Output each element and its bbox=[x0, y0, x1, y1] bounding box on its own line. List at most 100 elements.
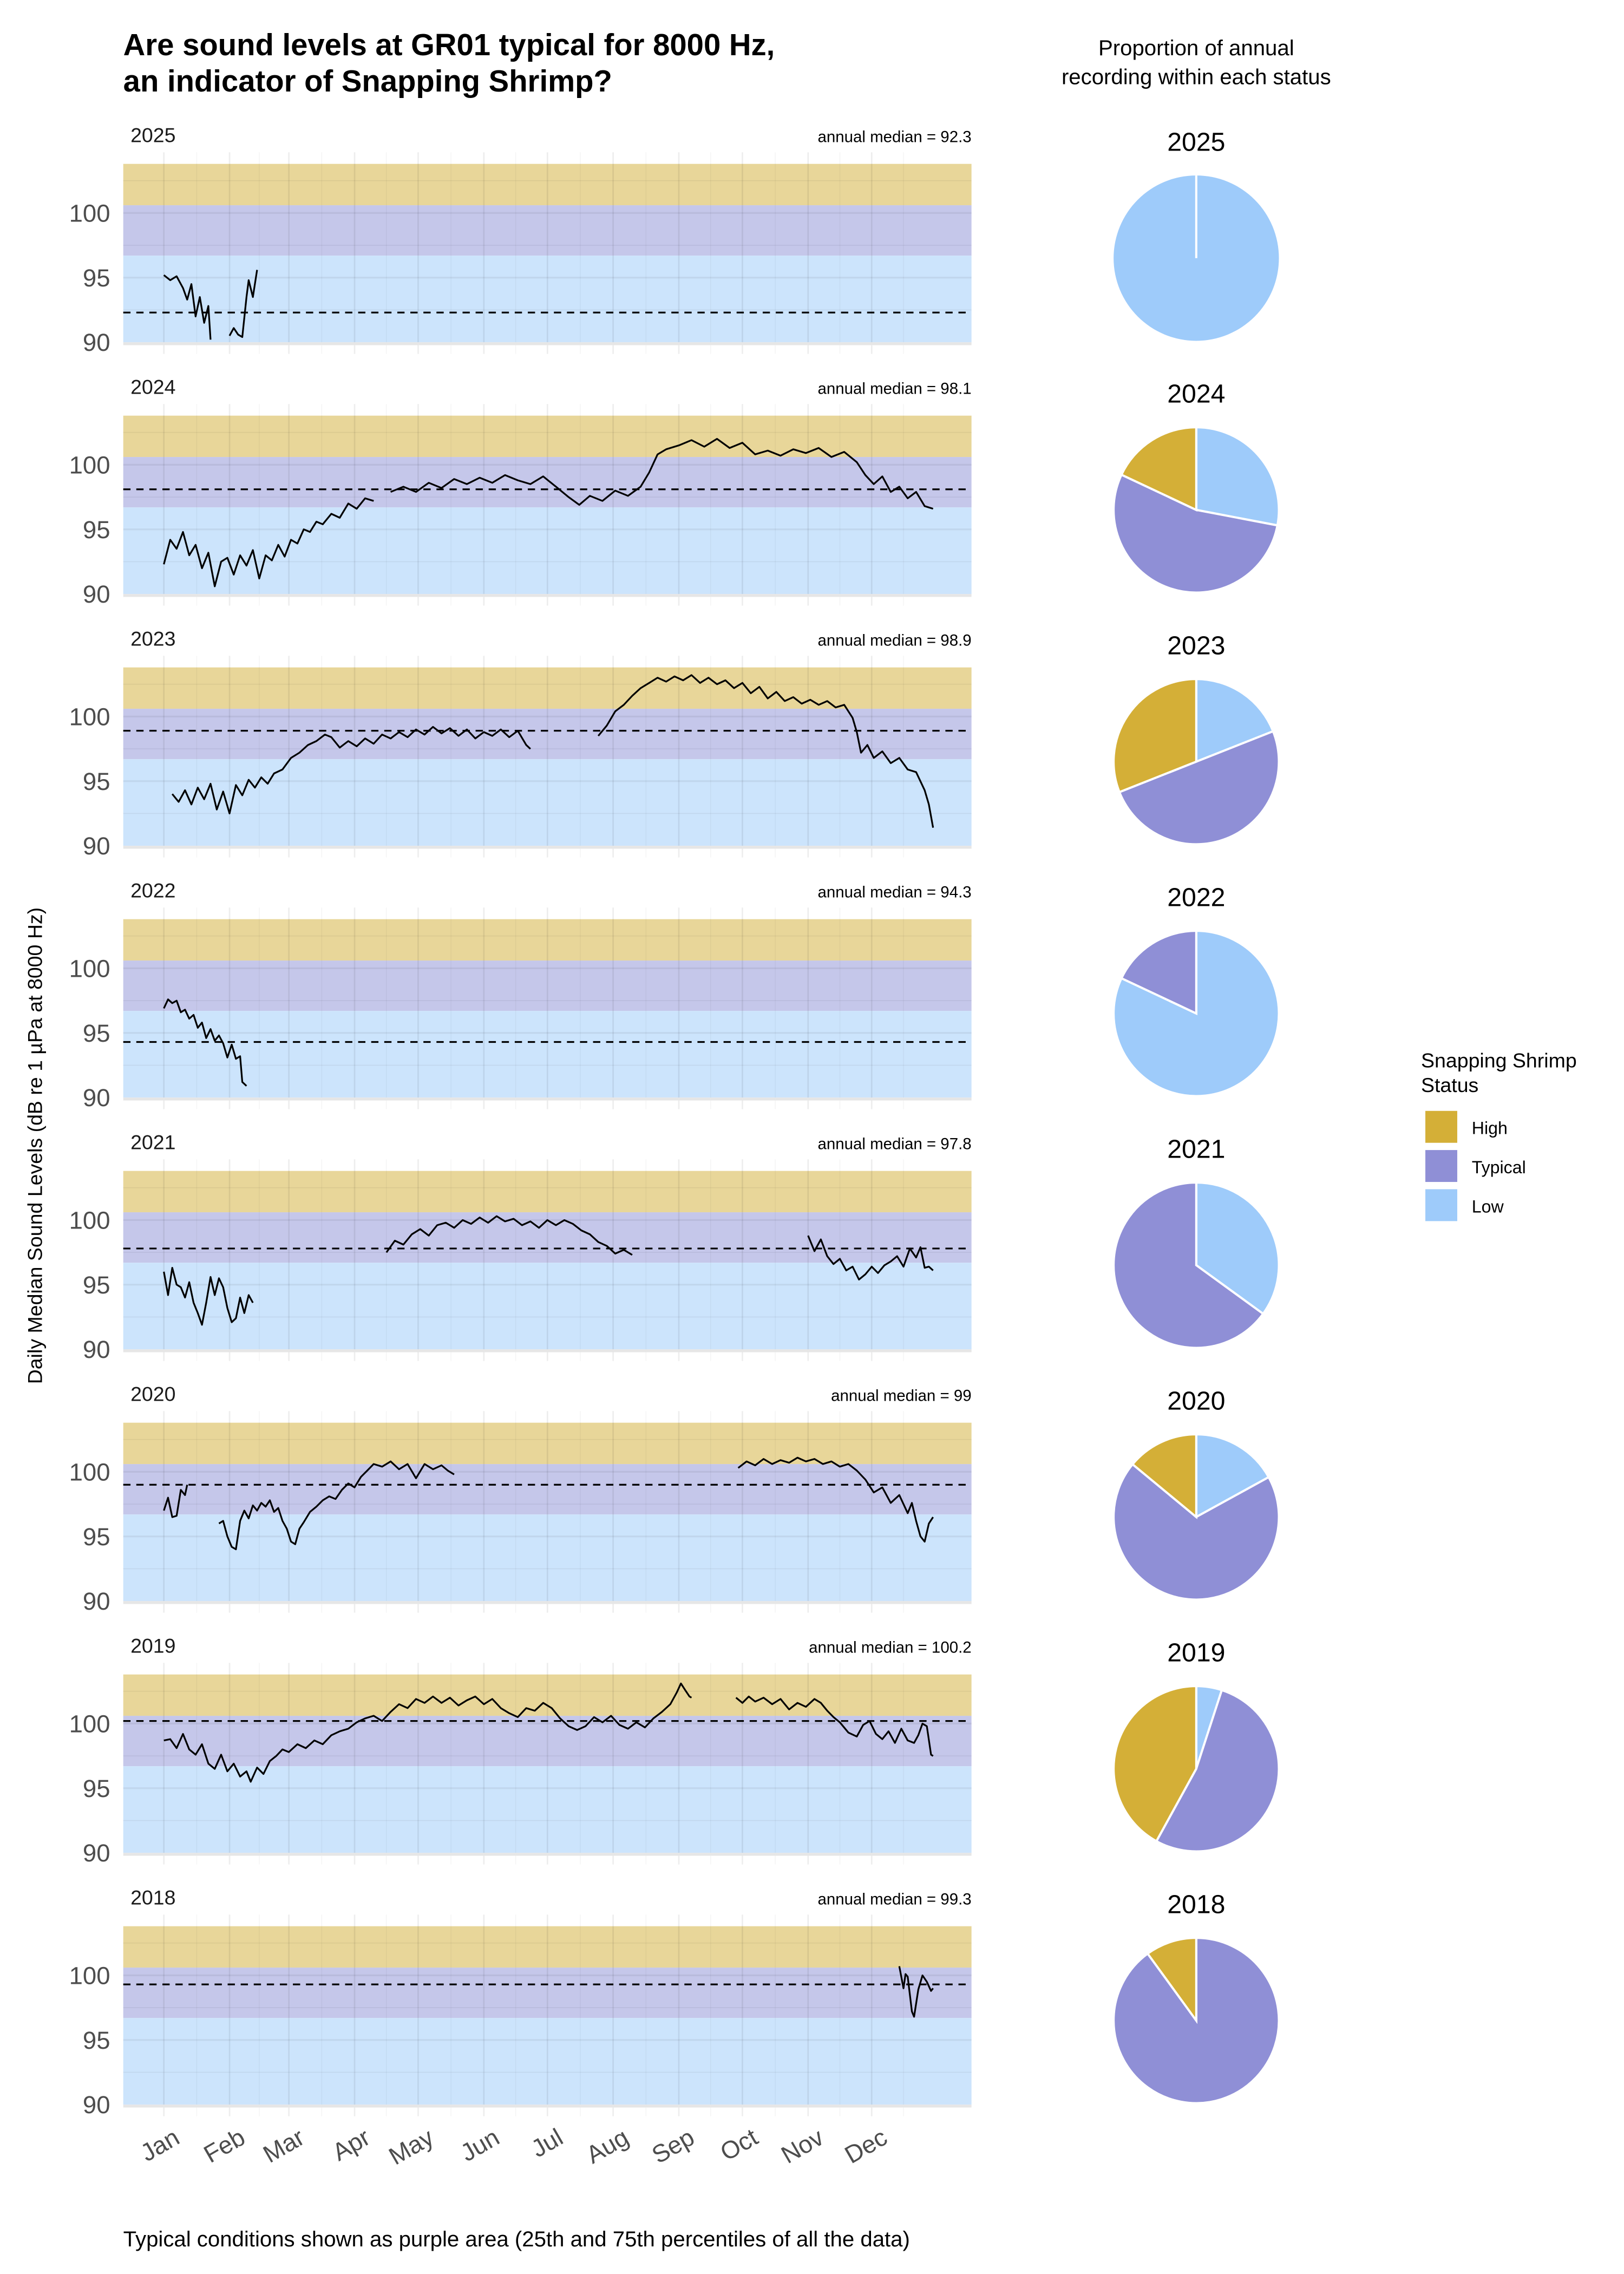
daily-median-line bbox=[163, 998, 247, 1087]
y-tick-label: 90 bbox=[83, 1587, 110, 1615]
panel-baseline bbox=[123, 846, 972, 849]
pie-year-label: 2023 bbox=[1167, 631, 1225, 661]
legend-key-high bbox=[1425, 1110, 1457, 1143]
band-typical bbox=[123, 1968, 972, 2018]
panel-year-label: 2025 bbox=[130, 123, 175, 146]
y-tick-label: 95 bbox=[83, 1523, 110, 1551]
panel-year-label: 2018 bbox=[130, 1886, 175, 1909]
band-typical bbox=[123, 709, 972, 760]
x-tick-label: Jun bbox=[456, 2123, 504, 2167]
panel-baseline bbox=[123, 1601, 972, 1604]
pie-slice-typical bbox=[1112, 1181, 1265, 1349]
y-axis-label: Daily Median Sound Levels (dB re 1 µPa a… bbox=[24, 907, 47, 1384]
annual-median-label: annual median = 94.3 bbox=[818, 884, 972, 901]
y-tick-label: 90 bbox=[83, 1336, 110, 1363]
daily-median-line bbox=[898, 1966, 934, 2018]
annual-median-label: annual median = 97.8 bbox=[818, 1135, 972, 1153]
pie-slice-high bbox=[1112, 678, 1197, 794]
panel-year-label: 2019 bbox=[130, 1634, 175, 1657]
panel-year-label: 2020 bbox=[130, 1383, 175, 1406]
panel-2025: 90 95 100 2025 annual median = 92.3 2025 bbox=[69, 123, 1279, 356]
pie-year-label: 2018 bbox=[1167, 1890, 1225, 1919]
band-high bbox=[123, 1422, 972, 1465]
panel-year-label: 2021 bbox=[130, 1131, 175, 1154]
band-low bbox=[123, 1766, 972, 1853]
y-tick-label: 95 bbox=[83, 2027, 110, 2054]
annual-median-label: annual median = 98.1 bbox=[818, 380, 972, 398]
y-tick-label: 100 bbox=[69, 703, 110, 730]
y-tick-label: 95 bbox=[83, 516, 110, 544]
band-high bbox=[123, 1926, 972, 1968]
pie-year-label: 2024 bbox=[1167, 380, 1225, 409]
daily-median-line bbox=[597, 674, 934, 828]
pie-column-title-line-2: recording within each status bbox=[1062, 64, 1331, 89]
panel-baseline bbox=[123, 1097, 972, 1101]
legend-title-line-1: Snapping Shrimp bbox=[1421, 1049, 1577, 1071]
band-low bbox=[123, 1514, 972, 1602]
y-tick-label: 95 bbox=[83, 264, 110, 292]
legend-key-low bbox=[1425, 1189, 1457, 1221]
y-tick-label: 100 bbox=[69, 1458, 110, 1486]
annual-median-label: annual median = 100.2 bbox=[809, 1639, 972, 1657]
band-low bbox=[123, 1011, 972, 1098]
panel-baseline bbox=[123, 1349, 972, 1352]
panel-baseline bbox=[123, 342, 972, 345]
x-tick-label: Apr bbox=[328, 2123, 375, 2166]
band-high bbox=[123, 919, 972, 961]
panel-2019: 90 95 100 2019 annual median = 100.2 2019 bbox=[69, 1634, 1280, 1867]
pie-slice-low bbox=[1195, 678, 1275, 763]
annual-median-label: annual median = 98.9 bbox=[818, 632, 972, 650]
daily-median-line bbox=[390, 437, 934, 510]
y-tick-label: 95 bbox=[83, 1020, 110, 1047]
daily-median-line bbox=[163, 1484, 188, 1518]
panel-baseline bbox=[123, 2105, 972, 2108]
pie-slice-high bbox=[1146, 1937, 1197, 2024]
daily-median-line bbox=[807, 1235, 934, 1280]
daily-median-line bbox=[737, 1456, 934, 1543]
band-typical bbox=[123, 960, 972, 1011]
x-tick-label: Oct bbox=[716, 2123, 763, 2166]
y-tick-label: 100 bbox=[69, 451, 110, 479]
pie-slice-typical bbox=[1112, 1462, 1280, 1601]
pie-slice-high bbox=[1112, 1685, 1197, 1843]
y-tick-label: 90 bbox=[83, 580, 110, 608]
y-tick-label: 90 bbox=[83, 1084, 110, 1112]
x-tick-label: Feb bbox=[199, 2123, 250, 2168]
pie-slice-typical bbox=[1112, 1937, 1280, 2105]
daily-median-line bbox=[385, 1215, 633, 1256]
x-tick-label: Mar bbox=[258, 2123, 309, 2168]
daily-median-line bbox=[171, 726, 531, 815]
pie-year-label: 2022 bbox=[1167, 883, 1225, 912]
annual-median-label: annual median = 92.3 bbox=[818, 128, 972, 146]
x-tick-label: Jul bbox=[527, 2123, 568, 2162]
pie-slice-high bbox=[1119, 426, 1197, 512]
pie-slice-typical bbox=[1112, 473, 1279, 594]
band-typical bbox=[123, 205, 972, 256]
panel-2018: 90 95 100 2018 annual median = 99.3 2018 bbox=[69, 1886, 1280, 2119]
pie-year-label: 2021 bbox=[1167, 1135, 1225, 1164]
pie-slice-low bbox=[1195, 426, 1280, 527]
panel-baseline bbox=[123, 1853, 972, 1856]
legend-key-typical bbox=[1425, 1150, 1457, 1182]
panel-2024: 90 95 100 2024 annual median = 98.1 2024 bbox=[69, 376, 1280, 608]
y-tick-label: 90 bbox=[83, 832, 110, 860]
pie-column-title-line-1: Proportion of annual bbox=[1098, 36, 1294, 60]
panel-baseline bbox=[123, 594, 972, 597]
chart-title-line-1: Are sound levels at GR01 typical for 800… bbox=[123, 28, 775, 62]
band-low bbox=[123, 1263, 972, 1350]
pie-year-label: 2020 bbox=[1167, 1387, 1225, 1416]
pie-year-label: 2019 bbox=[1167, 1638, 1225, 1668]
band-typical bbox=[123, 457, 972, 508]
band-high bbox=[123, 164, 972, 206]
panel-year-label: 2023 bbox=[130, 628, 175, 650]
y-tick-label: 100 bbox=[69, 1206, 110, 1234]
annual-median-label: annual median = 99 bbox=[831, 1387, 972, 1405]
x-tick-label: Dec bbox=[840, 2123, 892, 2169]
y-tick-label: 90 bbox=[83, 329, 110, 356]
pie-year-label: 2025 bbox=[1167, 128, 1225, 157]
panel-year-label: 2022 bbox=[130, 879, 175, 902]
pie-slice-high bbox=[1131, 1433, 1197, 1520]
daily-median-line bbox=[735, 1695, 934, 1757]
y-tick-label: 95 bbox=[83, 1271, 110, 1299]
pie-slice-low bbox=[1195, 1181, 1280, 1316]
